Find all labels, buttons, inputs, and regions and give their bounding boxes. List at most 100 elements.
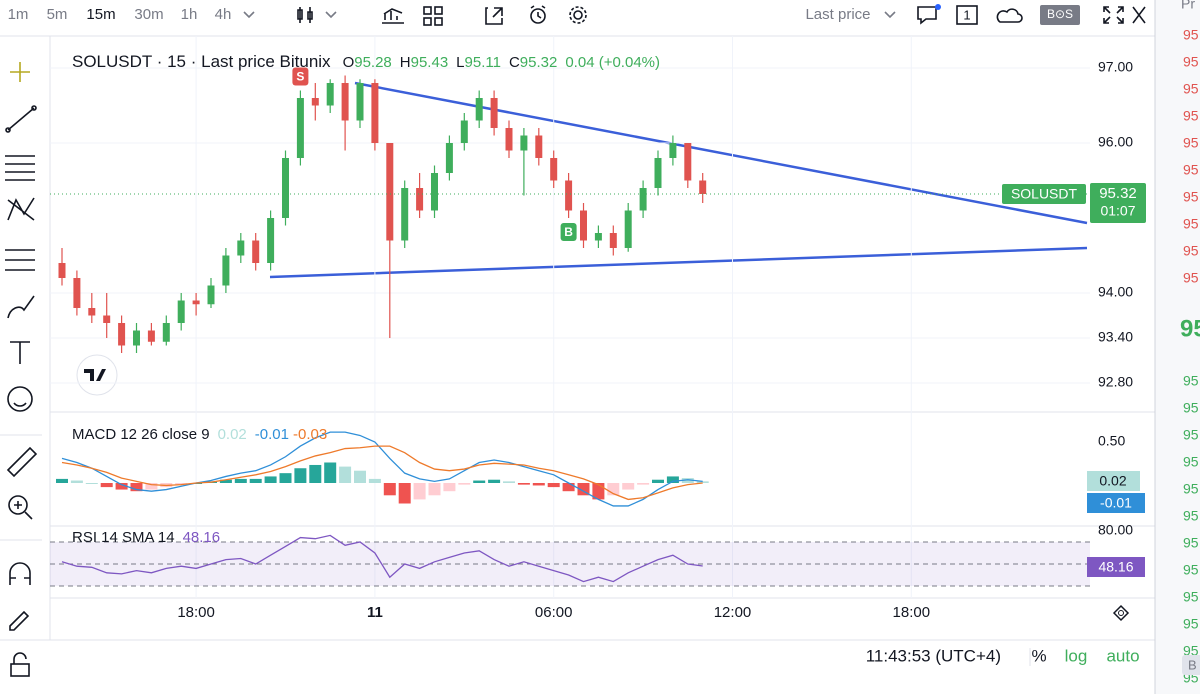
side-row: 95 — [1183, 108, 1199, 124]
trade-marker — [560, 223, 577, 241]
candle-body — [326, 83, 334, 106]
candle-body — [699, 180, 707, 194]
bos-label: B⊙S — [1047, 7, 1073, 21]
candle-body — [431, 173, 438, 211]
candle-body — [550, 158, 558, 181]
candle-body — [684, 143, 692, 181]
histogram-bar — [652, 479, 664, 483]
price-badge-label: 95.32 — [1099, 185, 1137, 202]
candle-body — [222, 255, 230, 286]
histogram-bar — [473, 480, 486, 483]
candle-body — [147, 330, 155, 342]
side-badge-label: B — [1188, 657, 1197, 672]
price-badge — [1090, 183, 1146, 223]
candle-body — [267, 218, 275, 263]
rsi-legend: RSI 14 SMA 14 48.16 — [72, 529, 220, 546]
x-tick-label: 18:00 — [893, 604, 931, 621]
histogram-bar — [398, 483, 411, 504]
candle-body — [133, 330, 140, 346]
histogram-bar — [458, 483, 471, 485]
side-row: 95 — [1183, 481, 1199, 497]
candle-body — [58, 263, 66, 278]
interval-button[interactable]: 15m — [86, 6, 115, 23]
side-row: 95 — [1183, 400, 1199, 416]
symbol-badge — [1002, 184, 1086, 204]
rsi-title: RSI 14 SMA 14 — [72, 529, 175, 546]
toolbar-icons — [243, 4, 1146, 26]
percent-toggle[interactable]: % — [1031, 646, 1046, 665]
side-row: 95 — [1183, 243, 1199, 259]
interval-button[interactable]: 30m — [134, 6, 163, 23]
ohlc-value: 95.11 — [465, 54, 501, 71]
histogram-bar — [339, 466, 352, 483]
price-mode[interactable]: Last price — [805, 6, 870, 23]
y-tick-label: 0.50 — [1098, 433, 1125, 449]
candle-body — [386, 143, 394, 241]
histogram-bar — [547, 483, 560, 488]
interval-button[interactable]: 1h — [181, 6, 198, 23]
candle-body — [401, 188, 409, 241]
macd-badge-label: -0.01 — [1100, 495, 1132, 511]
log-toggle[interactable]: log — [1065, 646, 1088, 665]
candle-body — [162, 323, 170, 342]
histogram-bar — [637, 483, 650, 485]
side-row: 95 — [1183, 270, 1199, 286]
candle-body — [341, 83, 349, 121]
histogram-bar — [428, 483, 441, 496]
signal-line — [61, 445, 703, 501]
rsi-line — [61, 534, 703, 583]
histogram-bar — [309, 464, 322, 483]
macd-badge — [1087, 493, 1145, 513]
candle-body — [520, 135, 528, 151]
histogram-bar — [294, 468, 307, 483]
macd-hist-value: 0.02 — [218, 426, 247, 443]
histogram-bar — [56, 478, 68, 483]
interval-button[interactable]: 5m — [47, 6, 68, 23]
histogram-bar — [175, 483, 188, 485]
side-row: 95 — [1183, 54, 1199, 70]
candle-body — [669, 143, 677, 158]
histogram-bar — [219, 479, 232, 483]
candle-body — [311, 98, 319, 106]
candle-body — [118, 323, 126, 346]
side-row: 95 — [1183, 643, 1199, 659]
hist-badge-label: 0.02 — [1099, 473, 1126, 489]
side-row: 95 — [1183, 454, 1199, 470]
candle-body — [282, 158, 289, 218]
candle-body — [490, 98, 498, 128]
candle-body — [88, 308, 96, 316]
rsi-badge-label: 48.16 — [1098, 559, 1133, 575]
countdown-label: 01:07 — [1100, 203, 1135, 219]
ohlc-value: 95.43 — [411, 54, 449, 71]
interval-button[interactable]: 4h — [215, 6, 232, 23]
rsi-value: 48.16 — [183, 529, 221, 546]
histogram-bar — [324, 462, 337, 483]
side-badge — [1182, 655, 1200, 675]
candle-body — [356, 83, 364, 121]
histogram-bar — [666, 476, 679, 483]
auto-toggle[interactable]: auto — [1106, 646, 1139, 665]
ohlc-key: O — [343, 54, 355, 71]
side-row: 95 — [1183, 162, 1199, 178]
candle-body — [103, 315, 111, 323]
histogram-bar — [264, 476, 277, 483]
ohlc-value: 95.32 — [520, 54, 558, 71]
histogram-bar — [85, 483, 98, 484]
macd-value: -0.01 — [255, 426, 289, 443]
macd-signal-value: -0.03 — [293, 426, 327, 443]
rsi-badge — [1087, 557, 1145, 577]
histogram-bar — [130, 483, 143, 492]
symbol-badge-label: SOLUSDT — [1011, 186, 1078, 202]
y-tick-label: 94.00 — [1098, 284, 1133, 300]
interval-button[interactable]: 1m — [8, 6, 29, 23]
ohlc-key: H — [400, 54, 411, 71]
trade-marker — [292, 67, 309, 86]
histogram-bar — [517, 483, 530, 485]
side-header: Pr — [1181, 0, 1195, 12]
candle-body — [535, 135, 543, 158]
sidebar-icons — [5, 62, 38, 677]
histogram-bar — [413, 483, 426, 500]
x-tick-label: 11 — [367, 604, 383, 621]
